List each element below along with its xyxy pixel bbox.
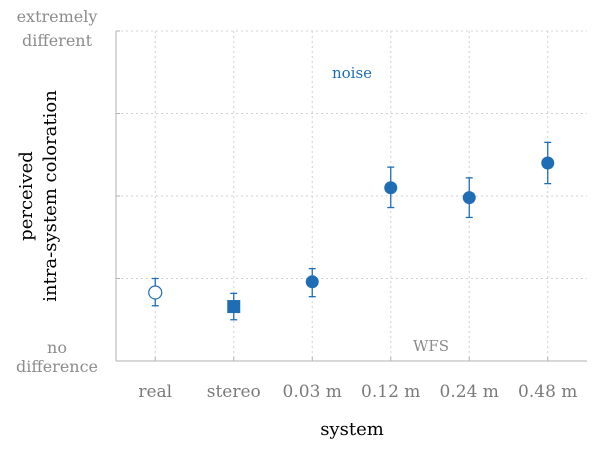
y-axis-title-line2: intra-system coloration <box>40 90 61 302</box>
x-tick-labels: real stereo 0.03 m 0.12 m 0.24 m 0.48 m <box>138 382 577 402</box>
data-point <box>305 275 319 289</box>
x-axis-title: system <box>320 419 384 440</box>
y-scale-top-label-line1: extremely <box>17 7 98 26</box>
y-scale-top-label-line2: different <box>22 31 93 50</box>
y-scale-bottom-label-line1: no <box>47 338 67 357</box>
annotation-wfs: WFS <box>413 337 449 355</box>
data-point <box>541 156 555 170</box>
y-axis-title-line1: perceived <box>16 151 37 241</box>
annotation-noise: noise <box>332 64 372 82</box>
data-point <box>384 181 398 195</box>
data-points <box>148 156 555 314</box>
x-tick-label: 0.24 m <box>440 382 499 402</box>
data-point <box>148 285 163 300</box>
data-point <box>227 300 241 314</box>
x-tick-label: 0.03 m <box>283 382 342 402</box>
data-point <box>462 191 476 205</box>
x-tick-label: 0.48 m <box>518 382 577 402</box>
x-tick-label: 0.12 m <box>361 382 420 402</box>
axes <box>115 30 587 362</box>
y-scale-bottom-label-line2: difference <box>16 357 98 376</box>
x-tick-label: stereo <box>207 382 261 402</box>
x-tick-label: real <box>138 382 172 402</box>
error-bars <box>151 141 552 321</box>
